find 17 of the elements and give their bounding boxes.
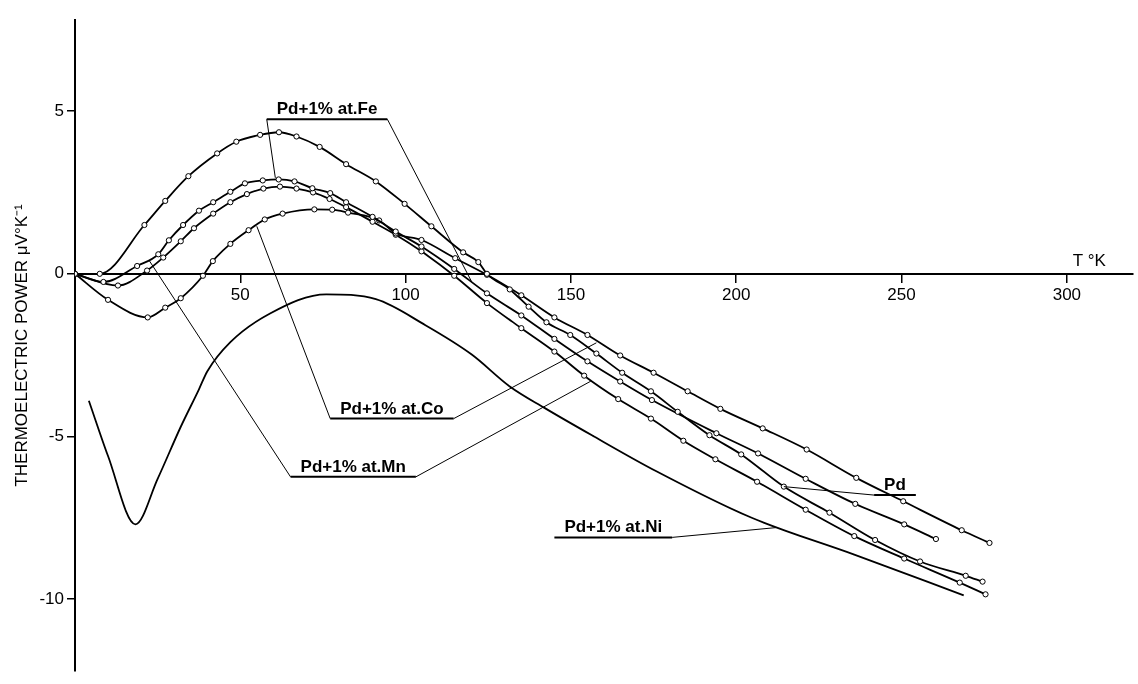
x-axis-title: T °K (1072, 250, 1107, 270)
y-tick-label: -10 (39, 588, 64, 608)
x-tick-label: 150 (556, 284, 586, 304)
text: Pd (884, 475, 906, 495)
text: Pd+1% at.Ni (564, 517, 663, 537)
y-tick-label: 0 (54, 263, 64, 283)
y-axis-title: THERMOELECTRIC POWER μV°K⁻¹ (11, 203, 31, 487)
text: Pd+1% at.Co (340, 398, 444, 418)
x-tick-label: 250 (887, 284, 916, 304)
x-tick-label: 200 (722, 284, 751, 304)
x-tick-label: 300 (1052, 284, 1082, 304)
x-tick-label: 100 (391, 284, 420, 304)
text: Pd+1% at.Fe (276, 99, 378, 119)
text: Pd+1% at.Mn (300, 456, 406, 476)
x-tick-label: 50 (230, 284, 250, 304)
y-tick-label: -5 (48, 426, 64, 446)
y-tick-label: 5 (54, 100, 64, 120)
